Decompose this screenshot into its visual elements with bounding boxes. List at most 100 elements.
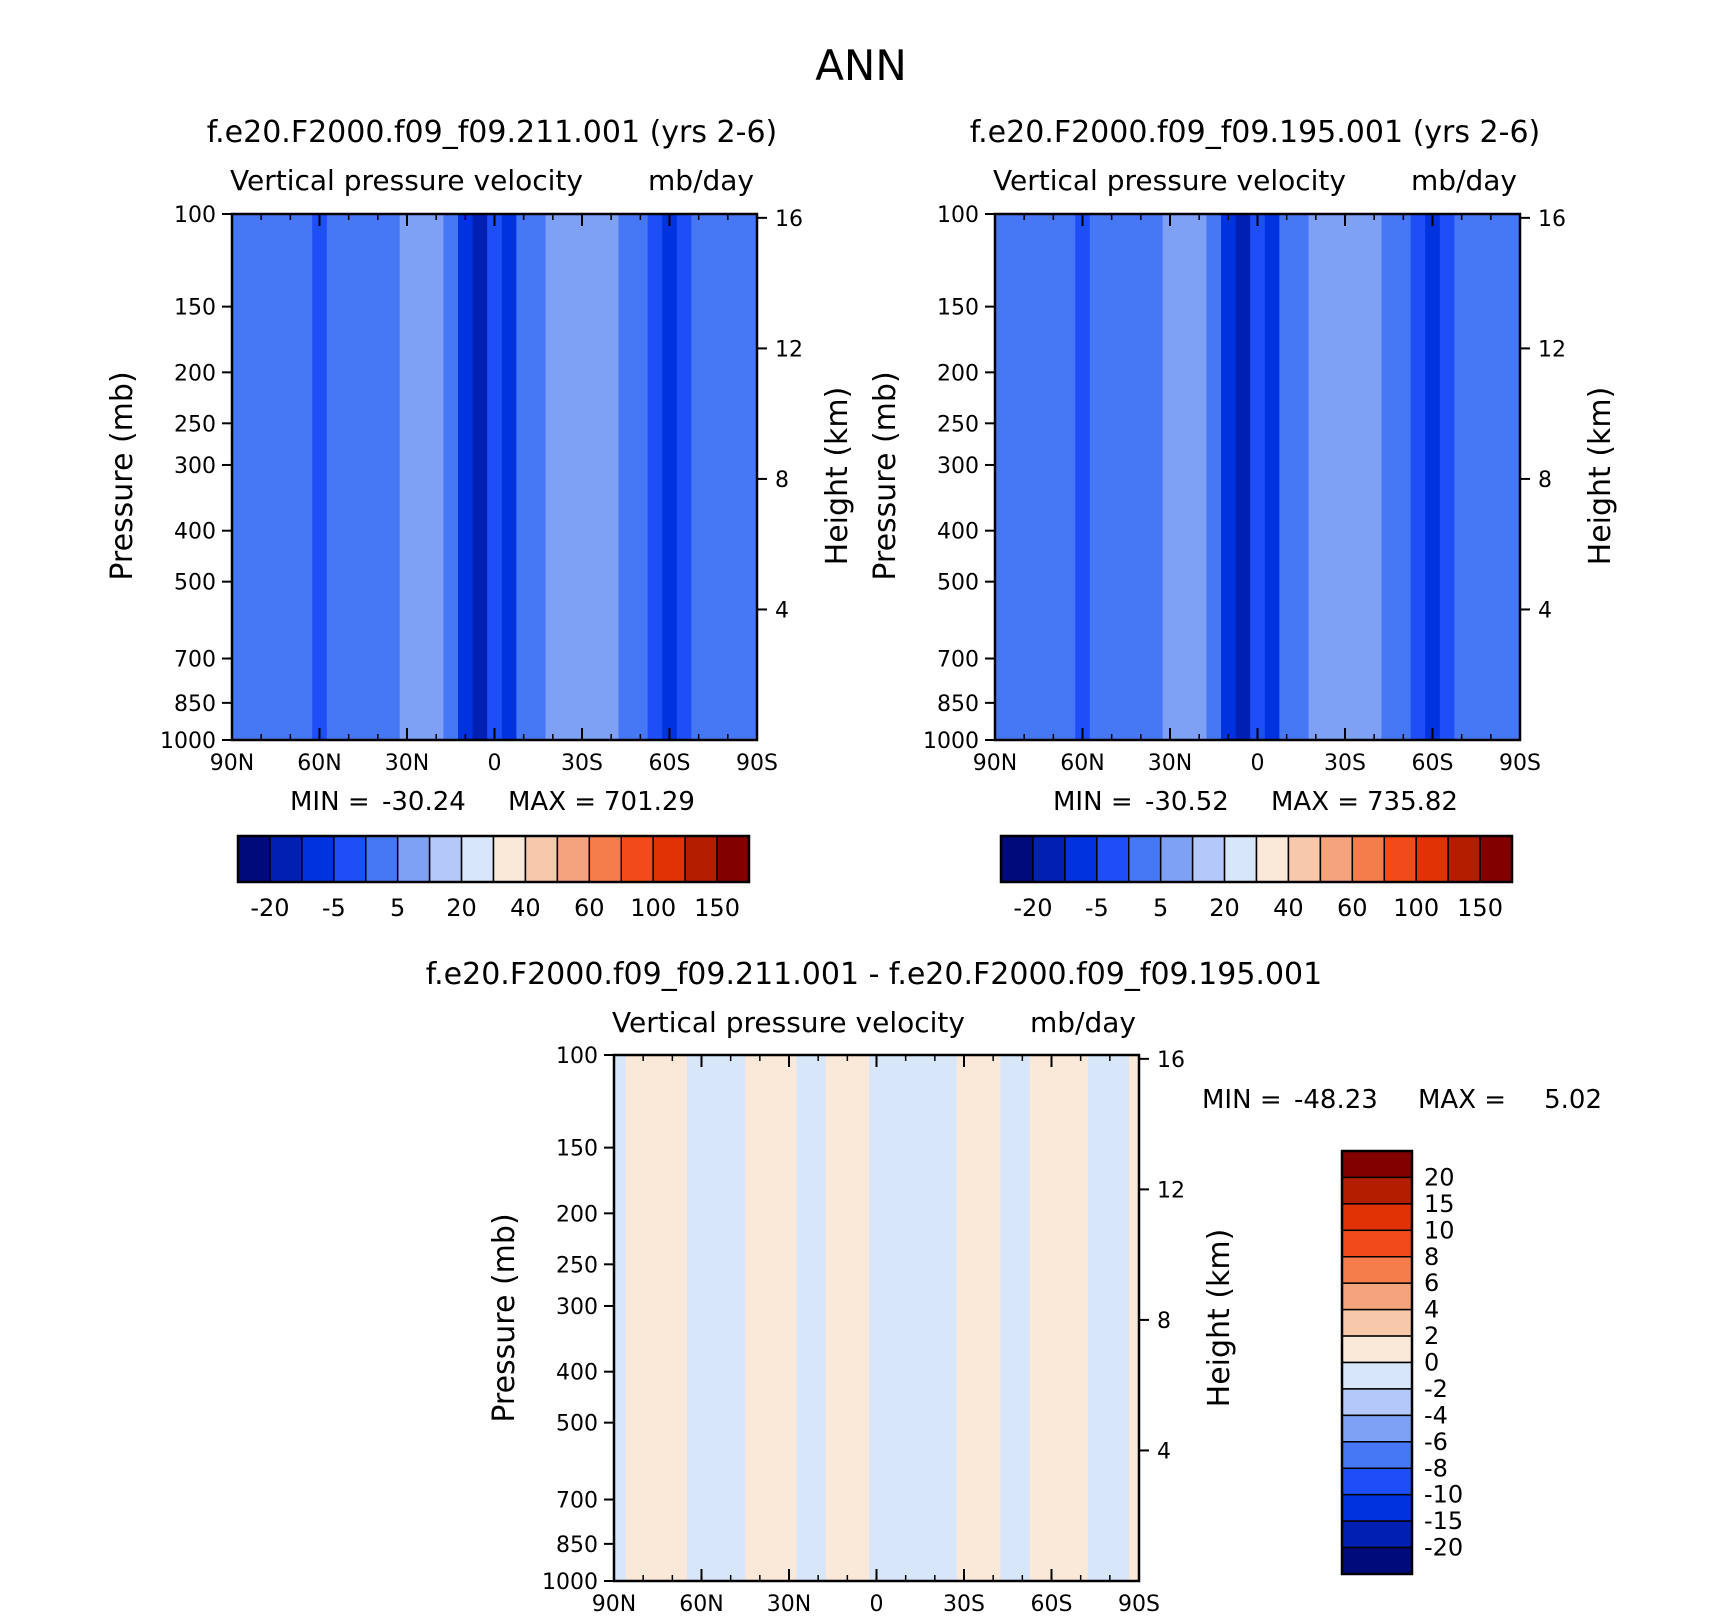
colorbar-box bbox=[556, 835, 591, 883]
panel-2: f.e20.F2000.f09_f09.195.001 (yrs 2-6) Ve… bbox=[868, 115, 1618, 922]
data-column bbox=[1133, 214, 1149, 740]
y-right-tick-label: 12 bbox=[1538, 337, 1566, 362]
data-column bbox=[385, 214, 401, 740]
y-tick-label: 850 bbox=[556, 1533, 598, 1558]
data-column bbox=[341, 214, 357, 740]
x-tick-label: 30N bbox=[385, 751, 429, 776]
data-column bbox=[1512, 214, 1521, 740]
colorbar-box bbox=[301, 835, 335, 883]
data-column bbox=[443, 214, 459, 740]
panel-3-max-value: 5.02 bbox=[1544, 1085, 1602, 1115]
y-tick-label: 700 bbox=[556, 1489, 598, 1514]
y-right-tick-label: 16 bbox=[1538, 207, 1566, 232]
colorbar-box bbox=[1341, 1388, 1413, 1417]
panel-1-plot: 100 150 200 250 300 400 500 700 850 1000 16 12 8 4 90N… bbox=[160, 203, 803, 776]
data-column bbox=[883, 1055, 899, 1581]
colorbar-box bbox=[1032, 835, 1066, 883]
data-column bbox=[603, 214, 620, 740]
panel-1-title: f.e20.F2000.f09_f09.211.001 (yrs 2-6) bbox=[207, 115, 777, 150]
colorbar-box bbox=[1096, 835, 1130, 883]
colorbar-box bbox=[588, 835, 622, 883]
colorbar-label: -8 bbox=[1424, 1454, 1448, 1482]
colorbar-box bbox=[524, 835, 559, 883]
panel-2-title: f.e20.F2000.f09_f09.195.001 (yrs 2-6) bbox=[970, 115, 1540, 150]
colorbar-label: -10 bbox=[1424, 1481, 1463, 1509]
data-column bbox=[705, 1055, 727, 1581]
colorbar-label: 2 bbox=[1424, 1322, 1439, 1350]
colorbar-label: 8 bbox=[1424, 1243, 1439, 1271]
data-column bbox=[995, 214, 1003, 740]
colorbar-box bbox=[1341, 1203, 1413, 1232]
colorbar-box bbox=[396, 835, 431, 883]
data-column bbox=[312, 214, 328, 740]
panel-3-subtitle-right: mb/day bbox=[1030, 1006, 1136, 1039]
data-column bbox=[1162, 214, 1178, 740]
data-column bbox=[1468, 214, 1485, 740]
colorbar-label: -2 bbox=[1424, 1375, 1448, 1403]
y-right-tick-label: 4 bbox=[775, 598, 789, 623]
data-column bbox=[1118, 214, 1135, 740]
data-column bbox=[414, 214, 430, 740]
colorbar-box bbox=[460, 835, 495, 883]
data-column bbox=[1366, 214, 1383, 740]
data-column bbox=[1000, 1055, 1016, 1581]
y-tick-label: 500 bbox=[174, 571, 216, 596]
data-column bbox=[764, 1055, 783, 1581]
x-tick-label: 0 bbox=[488, 751, 502, 776]
y-tick-label: 500 bbox=[556, 1412, 598, 1437]
colorbar-label: 0 bbox=[1424, 1349, 1439, 1377]
colorbar-label: -6 bbox=[1424, 1428, 1448, 1456]
x-tick-label: 90S bbox=[1499, 751, 1541, 776]
colorbar-box bbox=[1287, 835, 1322, 883]
data-column bbox=[667, 1055, 688, 1581]
data-column bbox=[618, 214, 634, 740]
data-column bbox=[1031, 214, 1047, 740]
x-tick-label: 90N bbox=[592, 1592, 636, 1616]
colorbar-box bbox=[333, 835, 367, 883]
colorbar-box bbox=[1128, 835, 1162, 883]
colorbar-frame bbox=[236, 834, 751, 884]
y-tick-label: 100 bbox=[937, 203, 979, 228]
data-column bbox=[1454, 214, 1470, 740]
x-tick-label: 60S bbox=[1412, 751, 1454, 776]
colorbar-box bbox=[1479, 835, 1513, 883]
panel-3: f.e20.F2000.f09_f09.211.001 - f.e20.F200… bbox=[426, 957, 1602, 1616]
y-tick-label: 250 bbox=[556, 1253, 598, 1278]
y-right-tick-label: 16 bbox=[1157, 1048, 1185, 1073]
data-column bbox=[530, 214, 547, 740]
x-tick-label: 90S bbox=[1118, 1592, 1160, 1616]
data-column bbox=[297, 214, 313, 740]
colorbar-box bbox=[1255, 835, 1290, 883]
colorbar-frame bbox=[1340, 1149, 1414, 1576]
colorbar-label: 150 bbox=[1457, 894, 1503, 922]
data-column bbox=[268, 214, 284, 740]
panel-1-max-value: 701.29 bbox=[604, 787, 695, 817]
y-tick-label: 200 bbox=[937, 361, 979, 386]
panel-2-ylabel-right: Height (km) bbox=[1583, 387, 1618, 566]
colorbar-box bbox=[1341, 1150, 1413, 1179]
x-tick-label: 30S bbox=[561, 751, 603, 776]
data-column bbox=[1381, 214, 1397, 740]
data-column bbox=[985, 1055, 1002, 1581]
page-title: ANN bbox=[815, 41, 907, 90]
data-column bbox=[1206, 214, 1222, 740]
y-tick-label: 850 bbox=[174, 692, 216, 717]
y-right-tick-label: 12 bbox=[775, 337, 803, 362]
y-tick-label: 150 bbox=[937, 296, 979, 321]
y-tick-label: 700 bbox=[937, 648, 979, 673]
data-column bbox=[1029, 1055, 1045, 1581]
data-column bbox=[1128, 1055, 1137, 1581]
colorbar-box bbox=[1447, 835, 1481, 883]
colorbar-box bbox=[716, 835, 750, 883]
y-tick-label: 100 bbox=[556, 1044, 598, 1069]
y-tick-label: 200 bbox=[556, 1202, 598, 1227]
colorbar-box bbox=[1351, 835, 1385, 883]
data-column bbox=[1264, 214, 1280, 740]
data-column bbox=[1308, 214, 1324, 740]
colorbar-label: 20 bbox=[446, 894, 477, 922]
colorbar-label: 4 bbox=[1424, 1296, 1439, 1324]
colorbar-box bbox=[1223, 835, 1258, 883]
data-column bbox=[927, 1055, 943, 1581]
data-column bbox=[1060, 214, 1076, 740]
